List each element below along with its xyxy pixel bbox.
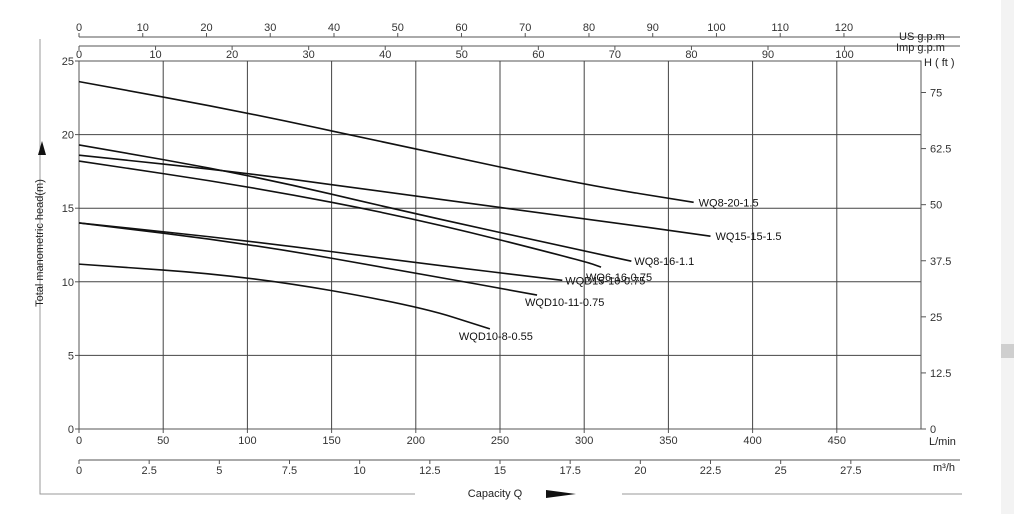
m3h-tick-label: 27.5 bbox=[840, 465, 861, 477]
y-tick-label: 25 bbox=[62, 56, 74, 68]
m3h-tick-label: 7.5 bbox=[282, 465, 297, 477]
y-tick-label: 15 bbox=[62, 203, 74, 215]
imp-gpm-label: Imp g.p.m bbox=[896, 42, 945, 54]
series-label: WQ15-15-1.5 bbox=[716, 231, 782, 243]
series-curve bbox=[78, 222, 538, 296]
frame-layer bbox=[39, 39, 962, 495]
y-tick-label: 0 bbox=[68, 424, 74, 436]
right-axis-label: H ( ft ) bbox=[924, 57, 955, 69]
x-tick-label: 250 bbox=[491, 435, 509, 447]
series-label: WQD10-11-0.75 bbox=[525, 297, 604, 309]
us-gpm-tick-label: 80 bbox=[583, 22, 595, 34]
outer-frame-left bbox=[39, 39, 415, 495]
us-gpm-tick-label: 90 bbox=[647, 22, 659, 34]
m3h-tick-label: 20 bbox=[634, 465, 646, 477]
x-tick-label: 300 bbox=[575, 435, 593, 447]
m3h-tick-label: 25 bbox=[775, 465, 787, 477]
right-tick-label: 0 bbox=[930, 424, 936, 436]
x-unit-label: L/min bbox=[929, 436, 956, 448]
x-tick-label: 150 bbox=[322, 435, 340, 447]
scrollbar-thumb[interactable] bbox=[1001, 344, 1014, 358]
x-tick-label: 0 bbox=[76, 435, 82, 447]
imp-gpm-tick-label: 90 bbox=[762, 49, 774, 61]
series-label: WQD10-8-0.55 bbox=[459, 331, 533, 343]
grid-layer bbox=[79, 61, 921, 429]
x-tick-label: 200 bbox=[407, 435, 425, 447]
imp-gpm-tick-label: 70 bbox=[609, 49, 621, 61]
right-tick-label: 12.5 bbox=[930, 368, 951, 380]
series-curve bbox=[78, 160, 602, 268]
m3h-tick-label: 10 bbox=[354, 465, 366, 477]
us-gpm-tick-label: 50 bbox=[392, 22, 404, 34]
us-gpm-tick-label: 110 bbox=[771, 22, 789, 34]
right-tick-label: 37.5 bbox=[930, 256, 951, 268]
imp-gpm-tick-label: 60 bbox=[532, 49, 544, 61]
x-tick-label: 350 bbox=[659, 435, 677, 447]
m3h-tick-label: 17.5 bbox=[559, 465, 580, 477]
y-tick-label: 10 bbox=[62, 277, 74, 289]
m3h-tick-label: 12.5 bbox=[419, 465, 440, 477]
imp-gpm-tick-label: 10 bbox=[149, 49, 161, 61]
m3h-tick-label: 2.5 bbox=[142, 465, 157, 477]
imp-gpm-tick-label: 80 bbox=[685, 49, 697, 61]
y-axis-arrow-icon bbox=[38, 141, 46, 155]
right-tick-label: 62.5 bbox=[930, 144, 951, 156]
series-label: WQ8-16-1.1 bbox=[634, 256, 694, 268]
m3h-tick-label: 22.5 bbox=[700, 465, 721, 477]
x-axis-arrow-icon bbox=[546, 490, 576, 498]
vertical-scrollbar[interactable] bbox=[1001, 0, 1014, 514]
m3h-tick-label: 5 bbox=[216, 465, 222, 477]
us-gpm-tick-label: 100 bbox=[707, 22, 725, 34]
y-tick-label: 5 bbox=[68, 350, 74, 362]
imp-gpm-tick-label: 100 bbox=[835, 49, 853, 61]
x-tick-label: 50 bbox=[157, 435, 169, 447]
series-layer bbox=[78, 80, 711, 330]
us-gpm-tick-label: 120 bbox=[835, 22, 853, 34]
m3h-tick-label: 15 bbox=[494, 465, 506, 477]
us-gpm-tick-label: 30 bbox=[264, 22, 276, 34]
imp-gpm-tick-label: 20 bbox=[226, 49, 238, 61]
y-tick-label: 20 bbox=[62, 130, 74, 142]
series-label: WQ6-16-0.75 bbox=[586, 272, 652, 284]
us-gpm-tick-label: 40 bbox=[328, 22, 340, 34]
series-curve bbox=[78, 144, 632, 262]
imp-gpm-tick-label: 40 bbox=[379, 49, 391, 61]
x-tick-label: 100 bbox=[238, 435, 256, 447]
us-gpm-tick-label: 60 bbox=[455, 22, 467, 34]
m3h-unit-label: m³/h bbox=[933, 462, 955, 474]
x-tick-label: 400 bbox=[743, 435, 761, 447]
us-gpm-tick-label: 0 bbox=[76, 22, 82, 34]
series-curve bbox=[78, 263, 491, 330]
right-tick-label: 50 bbox=[930, 200, 942, 212]
series-curve bbox=[78, 154, 711, 237]
series-label: WQD15-10-0.75 bbox=[565, 275, 645, 287]
right-tick-label: 25 bbox=[930, 312, 942, 324]
imp-gpm-tick-label: 30 bbox=[303, 49, 315, 61]
x-tick-label: 450 bbox=[828, 435, 846, 447]
series-curve bbox=[78, 80, 694, 204]
series-label: WQ8-20-1.5 bbox=[699, 197, 759, 209]
m3h-tick-label: 0 bbox=[76, 465, 82, 477]
us-gpm-label: US g.p.m bbox=[899, 31, 945, 43]
us-gpm-tick-label: 70 bbox=[519, 22, 531, 34]
right-tick-label: 75 bbox=[930, 88, 942, 100]
imp-gpm-tick-label: 50 bbox=[456, 49, 468, 61]
us-gpm-tick-label: 10 bbox=[137, 22, 149, 34]
x-axis-label: Capacity Q bbox=[468, 488, 523, 500]
imp-gpm-tick-label: 0 bbox=[76, 49, 82, 61]
y-axis-label: Total manometric head(m) bbox=[34, 179, 46, 307]
us-gpm-tick-label: 20 bbox=[200, 22, 212, 34]
labels-layer: WQ8-20-1.5 WQ15-15-1.5 WQ8-16-1.1 WQ6-16-0.… bbox=[459, 197, 782, 343]
